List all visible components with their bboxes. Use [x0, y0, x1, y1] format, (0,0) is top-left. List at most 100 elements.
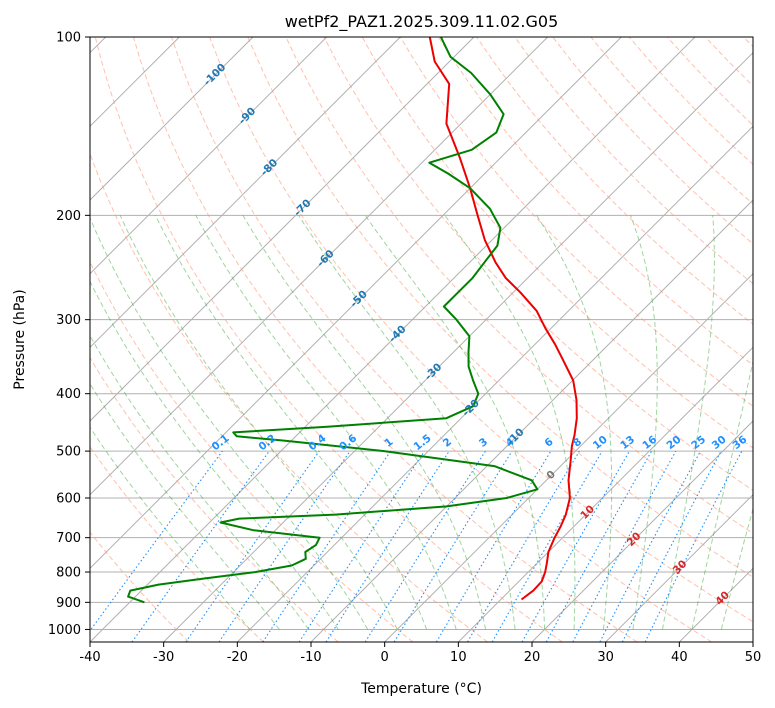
mixing-ratio-line	[572, 450, 677, 642]
dry-adiabat	[90, 446, 264, 642]
mixing-ratio-line	[218, 450, 351, 642]
auxiliary-lines	[90, 37, 753, 642]
x-tick-label: 0	[381, 650, 389, 665]
grid-layer	[90, 37, 753, 642]
y-tick-label: 500	[56, 445, 81, 460]
dry-adiabat	[94, 37, 563, 642]
dry-adiabat	[399, 37, 753, 407]
isotherm-line	[90, 37, 328, 275]
x-axis-title: Temperature (°C)	[360, 681, 482, 697]
y-tick-label: 800	[56, 566, 81, 581]
mixing-ratio-line	[325, 450, 450, 642]
line-labels: 0.1 0.2 0.4 0.6 1 1.5 2 3 4 6 8 10 13 16 20 25 30 36-100-…	[201, 61, 749, 608]
dry-adiabat	[132, 37, 638, 642]
dry-adiabat	[90, 356, 339, 642]
mixing-ratio-line	[298, 450, 425, 642]
dry-adiabat	[90, 260, 414, 642]
y-tick-label: 900	[56, 596, 81, 611]
x-tick-label: 50	[745, 650, 762, 665]
moist-adiabat	[90, 426, 251, 630]
dry-adiabat	[743, 37, 753, 48]
mixing-ratio-label: 30	[710, 433, 729, 451]
moist-adiabat	[90, 280, 339, 630]
y-tick-label: 400	[56, 387, 81, 402]
mixing-ratio-line	[467, 450, 580, 642]
isotherm-line	[678, 567, 753, 642]
mixing-ratio-label: 1.5	[412, 432, 434, 453]
mixing-ratio-line	[545, 450, 653, 642]
dry-adiabat	[476, 37, 753, 325]
isotherm-line	[531, 420, 753, 642]
mixing-ratio-label: 20	[665, 433, 684, 451]
mixing-ratio-label: 6	[542, 436, 555, 450]
dry-adiabat	[361, 37, 753, 449]
isotherm-line	[752, 641, 753, 642]
mixing-ratio-line	[262, 450, 392, 642]
mixing-ratio-line	[435, 450, 552, 642]
isotherm-line	[163, 51, 753, 642]
y-tick-label: 300	[56, 313, 81, 328]
x-tick-label: -40	[79, 650, 100, 665]
moist-adiabat	[630, 215, 658, 630]
isotherm-line	[310, 199, 753, 642]
moist-adiabat	[90, 216, 369, 630]
temperature-profile-line	[428, 37, 578, 601]
mixing-ratio-label: 1	[382, 436, 395, 450]
moist-adiabat	[298, 215, 516, 630]
moist-adiabat	[720, 507, 753, 630]
isotherm-line	[90, 37, 549, 496]
moist-adiabat	[195, 215, 457, 630]
x-tick-label: -30	[153, 650, 174, 665]
mixing-ratio-line	[521, 450, 630, 642]
y-tick-label: 200	[56, 209, 81, 224]
mixing-ratio-label: 3	[477, 436, 490, 450]
dry-adiabat	[247, 37, 753, 578]
isotherm-line	[90, 37, 696, 642]
chart-title: wetPf2_PAZ1.2025.309.11.02.G05	[285, 12, 559, 32]
y-axis-title: Pressure (hPa)	[12, 289, 28, 389]
y-tick-label: 600	[56, 492, 81, 507]
dry-adiabat	[590, 37, 753, 205]
moist-adiabat	[444, 215, 576, 630]
moist-adiabat	[691, 358, 753, 630]
moist-adiabat	[90, 334, 310, 630]
x-tick-label: 10	[450, 650, 467, 665]
x-tick-label: -20	[227, 650, 248, 665]
mixing-ratio-line	[393, 450, 513, 642]
dry-adiabat	[437, 37, 753, 366]
y-tick-label: 700	[56, 531, 81, 546]
dry-adiabat	[171, 37, 712, 642]
mixing-ratio-line	[90, 450, 223, 632]
isotherm-line	[384, 272, 753, 642]
dry-adiabat	[323, 37, 753, 491]
mixing-ratio-label: 10	[591, 433, 610, 451]
x-tick-label: 40	[671, 650, 688, 665]
x-tick-label: -10	[300, 650, 321, 665]
axes: -40 -30 -20 -10 0 10 20 30 40 5010020030040050060…	[48, 31, 761, 666]
mixing-ratio-line	[621, 450, 722, 642]
mixing-ratio-label: 0.4	[306, 432, 328, 453]
mixing-ratio-line	[185, 450, 320, 642]
series-layer	[127, 37, 578, 604]
moist-adiabat	[364, 215, 546, 630]
dry-adiabat	[704, 37, 753, 87]
moist-adiabat	[119, 215, 398, 630]
isotherm-line	[90, 37, 254, 201]
isotherm-line	[90, 37, 401, 349]
mixing-ratio-label: 8	[571, 436, 584, 450]
dry-adiabat	[90, 531, 190, 642]
plot-frame	[89, 36, 754, 643]
isotherm-line	[236, 125, 753, 642]
mixing-ratio-line	[131, 450, 270, 642]
mixing-ratio-line	[599, 450, 701, 642]
dry-adiabat	[209, 37, 753, 623]
mixing-ratio-label: 13	[618, 434, 637, 452]
dry-adiabat	[666, 37, 753, 126]
moist-adiabat	[242, 215, 487, 630]
mixing-ratio-line	[644, 450, 743, 642]
moist-adiabat	[154, 215, 428, 630]
mixing-ratio-label: 16	[640, 434, 659, 452]
dry-adiabat	[90, 152, 488, 642]
isotherm-line	[457, 346, 753, 642]
